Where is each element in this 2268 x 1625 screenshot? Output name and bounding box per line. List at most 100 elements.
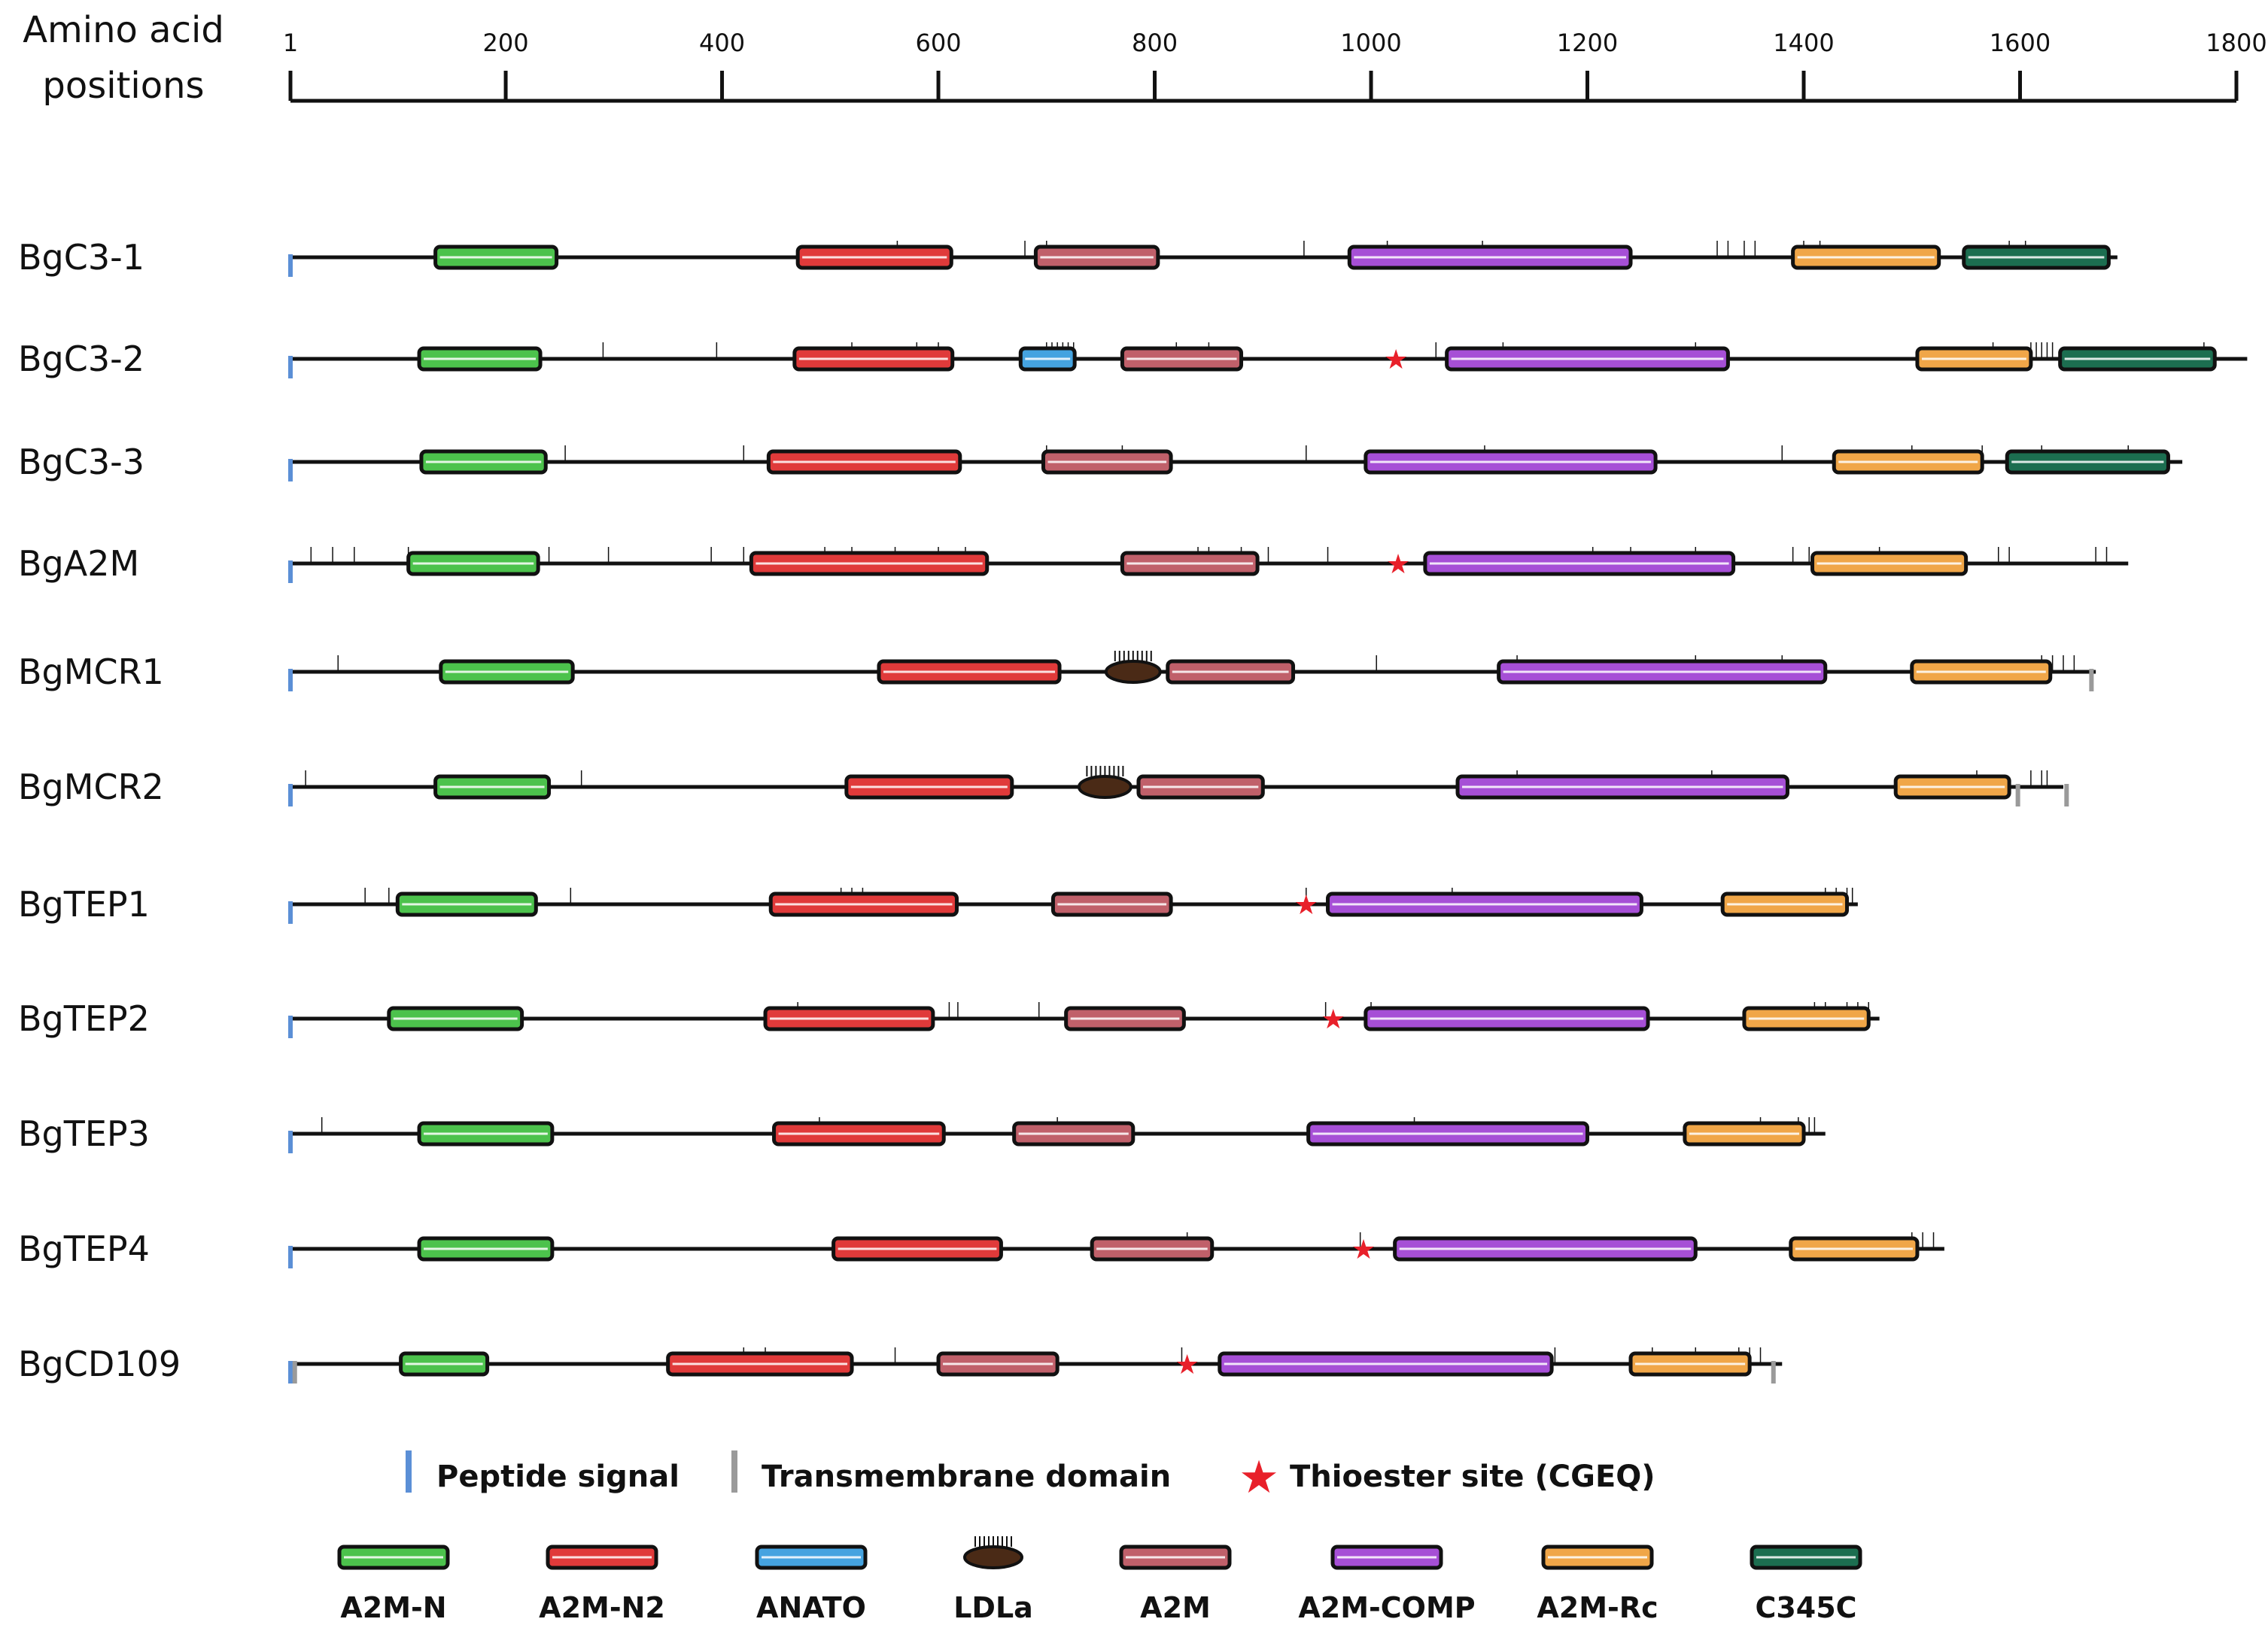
domain-a2m-n <box>439 659 575 685</box>
axis-tick-label: 600 <box>916 29 962 57</box>
legend-a2m-n-swatch <box>337 1545 450 1570</box>
domain-c345c <box>1962 245 2111 270</box>
axis-tick-label: 1000 <box>1340 29 1401 57</box>
legend-domains: A2M-N A2M-N2 ANATO LDLa A2M A2M-COMP A2M-Rc C34… <box>337 1536 1862 1624</box>
protein-tracks: BgC3-1 BgC3-2 ★ BgC3-3 BgA2M ★ BgMCR1 BgMCR2 BgT… <box>18 237 2248 1384</box>
domain-a2m-comp <box>1326 891 1643 917</box>
domain-a2m-rc <box>1893 774 2011 800</box>
axis-tick-label: 1 <box>283 29 298 57</box>
transmembrane-legend-label: Transmembrane domain <box>762 1459 1171 1494</box>
thioester-star-icon: ★ <box>1351 1235 1376 1265</box>
domain-a2m <box>1090 1236 1215 1262</box>
legend-anato-label: ANATO <box>756 1591 866 1624</box>
protein-label: BgA2M <box>18 543 139 584</box>
domain-a2m-comp <box>1347 245 1633 270</box>
peptide-signal-marker <box>288 1016 293 1038</box>
peptide-signal-marker <box>288 901 293 924</box>
domain-a2m-comp <box>1306 1121 1590 1147</box>
legend-ldla-swatch <box>963 1536 1023 1569</box>
legend-a2m-n2-swatch <box>546 1545 658 1570</box>
domain-a2m-n2 <box>795 245 953 270</box>
domain-a2m-n2 <box>749 551 990 576</box>
transmembrane-legend-icon <box>731 1450 737 1493</box>
domain-a2m-n <box>417 346 543 372</box>
domain-a2m-n2 <box>766 449 962 475</box>
axis-tick-label: 800 <box>1132 29 1178 57</box>
legend-a2m-rc-swatch <box>1541 1545 1654 1570</box>
peptide-signal-marker <box>288 356 293 378</box>
legend-a2m-n2-label: A2M-N2 <box>539 1591 665 1624</box>
peptide-signal-marker <box>288 254 293 277</box>
axis-tick-label: 1800 <box>2206 29 2266 57</box>
legend-c345c-swatch <box>1750 1545 1862 1570</box>
protein-track-bga2m: BgA2M ★ <box>18 543 2129 584</box>
axis-tick-label: 400 <box>699 29 745 57</box>
protein-label: BgTEP2 <box>18 998 150 1039</box>
transmembrane-marker <box>2089 669 2094 691</box>
domain-a2m-n <box>406 551 540 576</box>
domain-anato <box>1018 346 1077 372</box>
domain-a2m-rc <box>1628 1351 1752 1377</box>
domain-a2m <box>1136 774 1265 800</box>
domain-a2m <box>1120 551 1260 576</box>
domain-a2m-n2 <box>666 1351 854 1377</box>
thioester-star-icon: ★ <box>1294 890 1318 921</box>
peptide-signal-marker <box>288 1246 293 1268</box>
protein-track-bgtep2: BgTEP2 ★ <box>18 998 1880 1039</box>
domain-a2m-rc <box>1915 346 2033 372</box>
domain-a2m-rc <box>1810 551 1969 576</box>
protein-label: BgC3-2 <box>18 339 144 379</box>
protein-track-bgtep4: BgTEP4 ★ <box>18 1229 1944 1269</box>
domain-a2m <box>1064 1006 1186 1031</box>
legend-a2m-rc-label: A2M-Rc <box>1537 1591 1658 1624</box>
protein-track-bgc3-3: BgC3-3 <box>18 442 2183 482</box>
legend-a2m-n-label: A2M-N <box>340 1591 446 1624</box>
domain-c345c <box>2058 346 2217 372</box>
peptide-signal-legend-label: Peptide signal <box>436 1459 679 1494</box>
domain-a2m <box>1120 346 1244 372</box>
thioester-star-icon: ★ <box>1321 1004 1345 1035</box>
domain-a2m-comp <box>1393 1236 1698 1262</box>
legend-features: Peptide signal Transmembrane domain ★ Th… <box>406 1450 1655 1504</box>
domain-a2m-n <box>417 1236 555 1262</box>
domain-a2m <box>1050 891 1173 917</box>
domain-a2m <box>936 1351 1060 1377</box>
domain-a2m-comp <box>1364 449 1658 475</box>
domain-a2m-rc <box>1742 1006 1871 1031</box>
domain-a2m-n <box>433 245 559 270</box>
domain-a2m-n2 <box>831 1236 1003 1262</box>
domain-a2m-comp <box>1455 774 1789 800</box>
domain-ldla <box>1104 651 1162 684</box>
domain-a2m-n2 <box>877 659 1062 685</box>
axis-tick-label: 200 <box>483 29 529 57</box>
legend-c345c-label: C345C <box>1755 1591 1856 1624</box>
legend-a2m-swatch <box>1119 1545 1232 1570</box>
position-axis: 1 200 400 600 800 1000 1200 1400 1600 1800 <box>283 29 2267 103</box>
domain-a2m-n2 <box>772 1121 946 1147</box>
transmembrane-marker <box>2015 784 2020 806</box>
peptide-signal-marker <box>288 784 293 806</box>
peptide-signal-marker <box>288 459 293 481</box>
protein-track-bgmcr1: BgMCR1 <box>18 651 2096 692</box>
protein-label: BgC3-3 <box>18 442 144 482</box>
domain-a2m-n <box>433 774 552 800</box>
domain-c345c <box>2005 449 2170 475</box>
domain-a2m-n <box>395 891 538 917</box>
axis-title-line2: positions <box>42 65 204 107</box>
domain-a2m-n <box>417 1121 555 1147</box>
protein-track-bgc3-1: BgC3-1 <box>18 237 2118 278</box>
domain-a2m <box>1166 659 1296 685</box>
domain-a2m-comp <box>1423 551 1736 576</box>
peptide-signal-marker <box>288 1131 293 1153</box>
domain-a2m-rc <box>1683 1121 1806 1147</box>
protein-track-bgtep1: BgTEP1 ★ <box>18 884 1858 925</box>
domain-a2m-rc <box>1910 659 2053 685</box>
legend-ldla-label: LDLa <box>953 1591 1033 1624</box>
peptide-signal-legend-icon <box>406 1450 412 1493</box>
protein-track-bgc3-2: BgC3-2 ★ <box>18 339 2248 379</box>
thioester-legend-icon: ★ <box>1239 1451 1279 1504</box>
domain-a2m-n <box>419 449 548 475</box>
domain-a2m-comp <box>1364 1006 1650 1031</box>
domain-a2m <box>1041 449 1173 475</box>
